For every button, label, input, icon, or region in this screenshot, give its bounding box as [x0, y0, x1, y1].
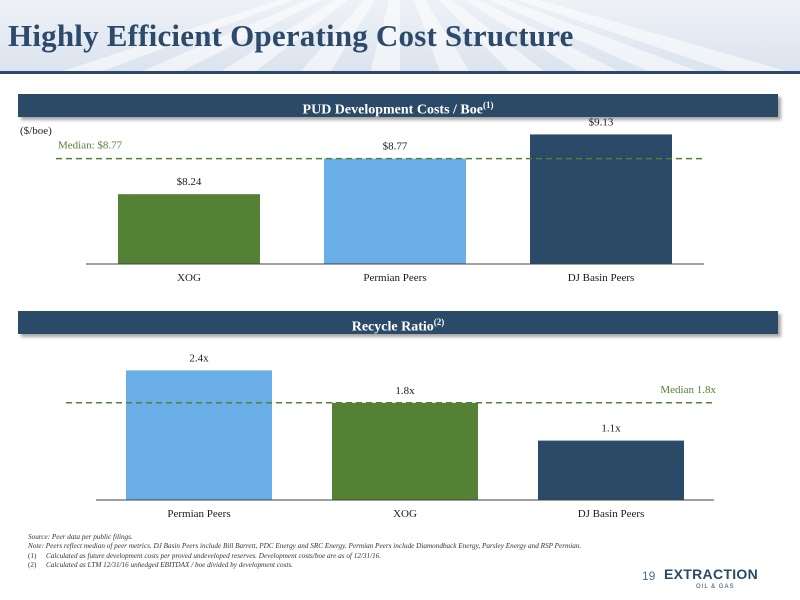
footnotes: Source: Peer data per public filings. No…	[28, 533, 728, 571]
bar	[118, 194, 260, 264]
category-label: XOG	[393, 508, 417, 520]
category-label: Permian Peers	[363, 272, 426, 284]
data-label: $8.24	[177, 176, 202, 188]
data-label: 2.4x	[189, 352, 209, 364]
footnote-text: Note: Peers reflect median of peer metri…	[28, 542, 582, 551]
recycle-ratio-banner-footnote: (2)	[433, 317, 445, 327]
pud-costs-banner-footnote: (1)	[482, 100, 494, 110]
page-number: 19	[642, 569, 656, 583]
category-label: DJ Basin Peers	[578, 508, 645, 520]
data-label: $8.77	[383, 141, 408, 153]
data-label: $9.13	[589, 116, 614, 128]
logo-text: EXTRACTION	[664, 566, 758, 582]
footnote-label: (1)	[28, 551, 37, 560]
bar	[126, 370, 272, 500]
recycle-ratio-banner-label: Recycle Ratio	[351, 319, 434, 335]
unit-label: ($/boe)	[20, 125, 52, 137]
footnote-text: Source: Peer data per public filings.	[28, 533, 133, 541]
bar	[530, 134, 672, 264]
median-label: Median: $8.77	[58, 140, 123, 152]
bar	[538, 440, 684, 500]
header-background-rays	[60, 0, 790, 72]
footnote-1: (1) Calculated as future development cost…	[28, 552, 728, 561]
extraction-logo: EXTRACTION OIL & GAS	[664, 566, 768, 596]
bar	[332, 402, 478, 500]
page-title: Highly Efficient Operating Cost Structur…	[8, 18, 574, 53]
median-label: Median 1.8x	[660, 384, 716, 396]
header-rule	[0, 71, 800, 74]
pud-costs-banner: PUD Development Costs / Boe(1)	[18, 94, 778, 118]
footnote-2: (2) Calculated as LTM 12/31/16 unhedged E…	[28, 561, 728, 570]
footnote-note: Note: Peers reflect median of peer metri…	[28, 542, 728, 551]
header: Highly Efficient Operating Cost Structur…	[0, 0, 800, 72]
category-label: Permian Peers	[167, 508, 230, 520]
recycle-ratio-banner: Recycle Ratio(2)	[18, 311, 778, 335]
logo-subtext: OIL & GAS	[696, 584, 735, 590]
data-label: 1.1x	[601, 423, 621, 435]
category-label: XOG	[177, 272, 201, 284]
pud-costs-banner-label: PUD Development Costs / Boe	[302, 102, 483, 118]
footnote-source: Source: Peer data per public filings.	[28, 533, 728, 542]
footnote-text: Calculated as future development costs p…	[46, 551, 382, 560]
footnote-label: (2)	[28, 561, 37, 570]
category-label: DJ Basin Peers	[568, 272, 635, 284]
bar	[324, 158, 466, 264]
footnote-text: Calculated as LTM 12/31/16 unhedged EBIT…	[46, 561, 293, 570]
data-label: 1.8x	[395, 385, 415, 397]
